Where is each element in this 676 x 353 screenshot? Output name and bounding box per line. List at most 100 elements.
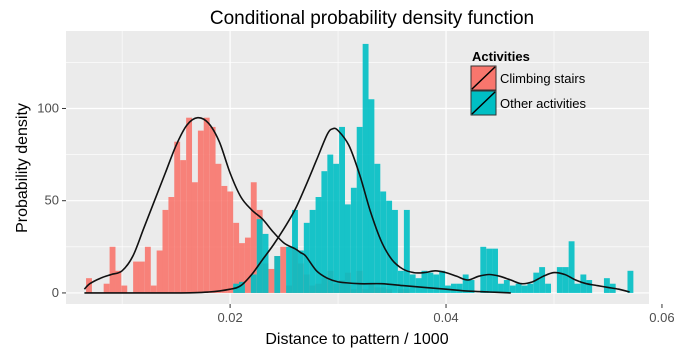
bar-other-activities xyxy=(568,241,575,293)
bar-other-activities xyxy=(356,126,363,293)
y-axis-title: Probability density xyxy=(14,103,31,233)
legend-item-other-activities: Other activities xyxy=(470,90,586,116)
bar-other-activities xyxy=(480,246,487,293)
y-tick-label: 50 xyxy=(45,193,59,208)
bar-other-activities xyxy=(344,204,351,293)
bar-other-activities xyxy=(421,270,428,293)
bar-other-activities xyxy=(562,267,569,293)
chart-title: Conditional probability density function xyxy=(210,8,534,29)
legend-label-climbing-stairs: Climbing stairs xyxy=(500,71,586,86)
bar-other-activities xyxy=(368,99,375,293)
bar-other-activities xyxy=(297,250,304,293)
bar-other-activities xyxy=(286,246,292,293)
bar-climbing-stairs xyxy=(280,246,287,293)
bar-climbing-stairs xyxy=(109,246,116,293)
y-tick-label: 0 xyxy=(52,285,59,300)
bar-other-activities xyxy=(327,154,334,293)
bar-other-activities xyxy=(309,209,316,293)
bar-other-activities xyxy=(521,285,528,293)
legend-item-climbing-stairs: Climbing stairs xyxy=(470,65,586,91)
bar-other-activities xyxy=(250,274,257,293)
bar-climbing-stairs xyxy=(250,182,257,293)
bar-other-activities xyxy=(333,163,340,293)
bar-other-activities xyxy=(262,233,269,293)
bar-other-activities xyxy=(603,278,610,293)
bar-other-activities xyxy=(409,274,416,293)
bar-other-activities xyxy=(462,274,469,293)
legend-title: Activities xyxy=(472,49,530,64)
legend: Activities Climbing stairs Other activit… xyxy=(470,49,586,116)
bar-climbing-stairs xyxy=(244,237,251,293)
bar-climbing-stairs xyxy=(174,141,181,293)
legend-key-line-climbing-stairs xyxy=(471,66,496,90)
density-curves xyxy=(83,116,630,294)
bar-other-activities xyxy=(380,191,387,293)
bar-other-activities xyxy=(433,274,440,293)
bar-other-activities xyxy=(527,283,534,293)
bar-other-activities xyxy=(574,283,581,293)
bar-other-activities xyxy=(239,281,245,293)
bar-climbing-stairs xyxy=(268,268,275,293)
bar-other-activities xyxy=(486,248,493,293)
bar-other-activities xyxy=(498,283,504,293)
bar-other-activities xyxy=(350,187,357,293)
density-curve-climbing-stairs xyxy=(83,116,511,294)
bar-climbing-stairs xyxy=(215,163,222,293)
bar-other-activities xyxy=(556,267,563,293)
bar-climbing-stairs xyxy=(221,185,228,293)
bar-other-activities xyxy=(439,270,446,293)
bar-other-activities xyxy=(315,197,322,293)
bar-other-activities xyxy=(274,256,281,293)
bar-climbing-stairs xyxy=(186,117,193,293)
bar-climbing-stairs xyxy=(133,261,140,293)
bar-climbing-stairs xyxy=(144,246,151,293)
bar-other-activities xyxy=(339,126,346,293)
x-tick-label: 0.02 xyxy=(217,310,242,325)
density-curve-other-activities xyxy=(84,127,630,294)
bar-climbing-stairs xyxy=(227,191,234,293)
bar-climbing-stairs xyxy=(103,283,110,293)
x-tick-label: 0.04 xyxy=(433,310,458,325)
bar-climbing-stairs xyxy=(121,285,128,293)
x-tick-label: 0.06 xyxy=(649,310,674,325)
bar-climbing-stairs xyxy=(209,126,216,293)
bar-climbing-stairs xyxy=(180,160,187,293)
bar-climbing-stairs xyxy=(115,270,122,293)
bar-other-activities xyxy=(321,171,328,293)
bar-other-activities xyxy=(450,283,457,293)
bar-other-activities xyxy=(468,280,475,293)
bar-climbing-stairs xyxy=(138,261,145,293)
legend-key-line-other-activities xyxy=(471,91,496,115)
bar-other-activities xyxy=(580,274,587,293)
bar-climbing-stairs xyxy=(168,197,175,293)
legend-label-other-activities: Other activities xyxy=(500,96,586,111)
bar-other-activities xyxy=(362,43,369,293)
bar-other-activities xyxy=(386,200,393,293)
bar-other-activities xyxy=(397,270,404,293)
bar-other-activities xyxy=(415,278,422,293)
bar-climbing-stairs xyxy=(239,243,245,293)
x-axis-title: Distance to pattern / 1000 xyxy=(265,331,448,348)
bar-other-activities xyxy=(427,272,434,293)
bar-climbing-stairs xyxy=(86,278,92,293)
bar-other-activities xyxy=(586,280,593,293)
bar-other-activities xyxy=(292,209,298,293)
bar-climbing-stairs xyxy=(156,250,163,293)
bar-other-activities xyxy=(503,280,510,293)
bar-other-activities xyxy=(456,283,463,293)
y-tick-label: 100 xyxy=(37,100,59,115)
bar-other-activities xyxy=(403,209,410,293)
bar-other-activities xyxy=(539,267,546,293)
bar-other-activities xyxy=(374,163,381,293)
bar-other-activities xyxy=(392,209,398,293)
bar-climbing-stairs xyxy=(191,182,198,293)
bar-climbing-stairs xyxy=(203,117,210,293)
histogram-bars xyxy=(86,43,634,293)
bar-climbing-stairs xyxy=(162,209,169,293)
x-axis-ticks: 0.02 0.04 0.06 xyxy=(217,304,675,325)
bar-other-activities xyxy=(627,270,634,293)
bar-other-activities xyxy=(545,283,551,293)
bar-other-activities xyxy=(492,248,498,293)
bar-climbing-stairs xyxy=(150,285,157,293)
